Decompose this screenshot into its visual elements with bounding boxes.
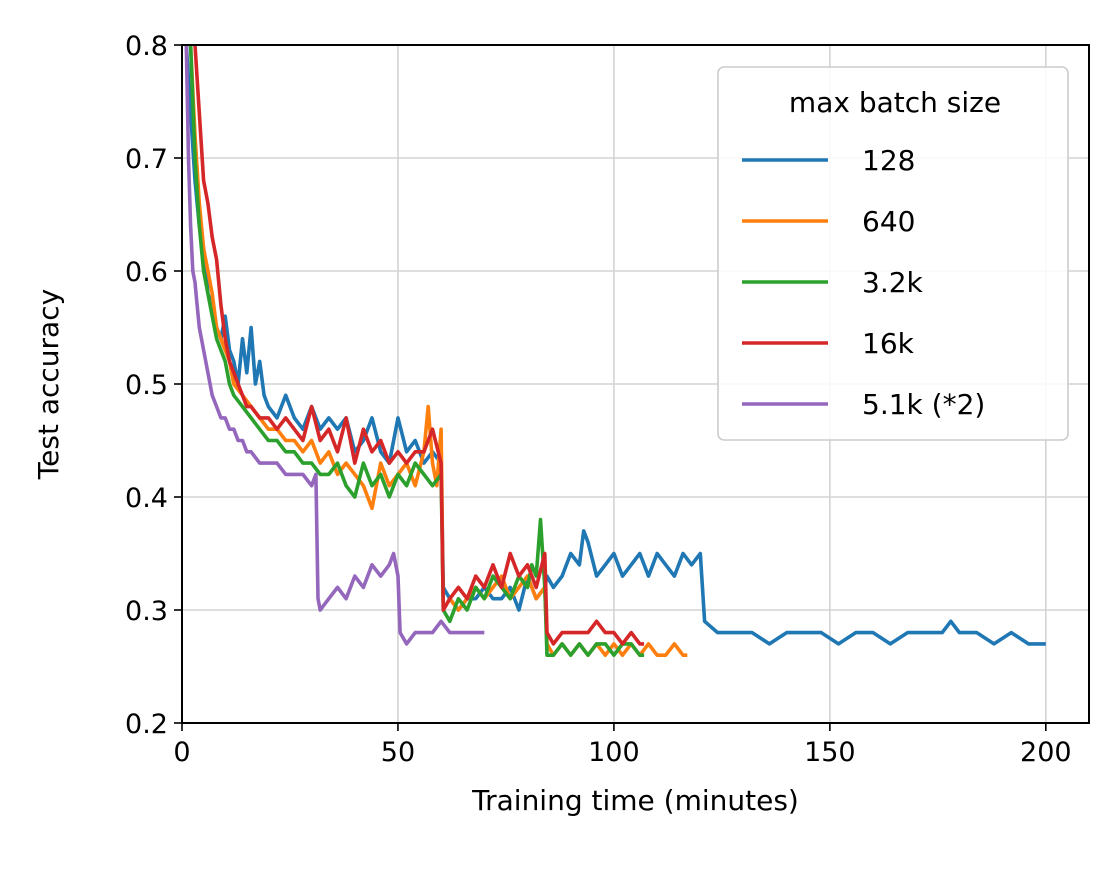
y-tick-label: 0.5	[125, 370, 168, 401]
y-tick-label: 0.6	[125, 257, 168, 288]
series-line-3	[193, 45, 645, 646]
legend-items: 128 640 3.2k 16k 5.1k (*2)	[742, 144, 985, 421]
legend-title: max batch size	[789, 86, 1001, 119]
legend-label: 5.1k (*2)	[862, 388, 985, 421]
legend-label: 16k	[862, 327, 915, 360]
legend-label: 128	[862, 144, 915, 177]
x-axis-ticks: 0 50 100 150 200	[173, 723, 1072, 768]
y-tick-label: 0.2	[125, 709, 168, 740]
y-tick-label: 0.4	[125, 483, 168, 514]
x-tick-label: 50	[381, 737, 415, 768]
x-tick-label: 150	[804, 737, 856, 768]
legend-label: 3.2k	[862, 266, 924, 299]
y-axis-ticks: 0.2 0.3 0.4 0.5 0.6 0.7 0.8	[125, 31, 182, 740]
x-tick-label: 200	[1020, 737, 1072, 768]
legend: max batch size 128 640 3.2k 16k 5.1k (*2)	[717, 66, 1069, 441]
series-lines	[184, 45, 1046, 658]
legend-box	[717, 66, 1069, 441]
y-tick-label: 0.8	[125, 31, 168, 62]
x-tick-label: 0	[173, 737, 190, 768]
series-line-2	[188, 45, 645, 658]
y-axis-label: Test accuracy	[32, 289, 65, 480]
x-axis-label: Training time (minutes)	[471, 784, 799, 817]
series-line-4	[184, 45, 485, 646]
legend-label: 640	[862, 205, 915, 238]
y-tick-label: 0.3	[125, 596, 168, 627]
x-tick-label: 100	[588, 737, 640, 768]
series-line-1	[188, 45, 688, 658]
y-tick-label: 0.7	[125, 144, 168, 175]
